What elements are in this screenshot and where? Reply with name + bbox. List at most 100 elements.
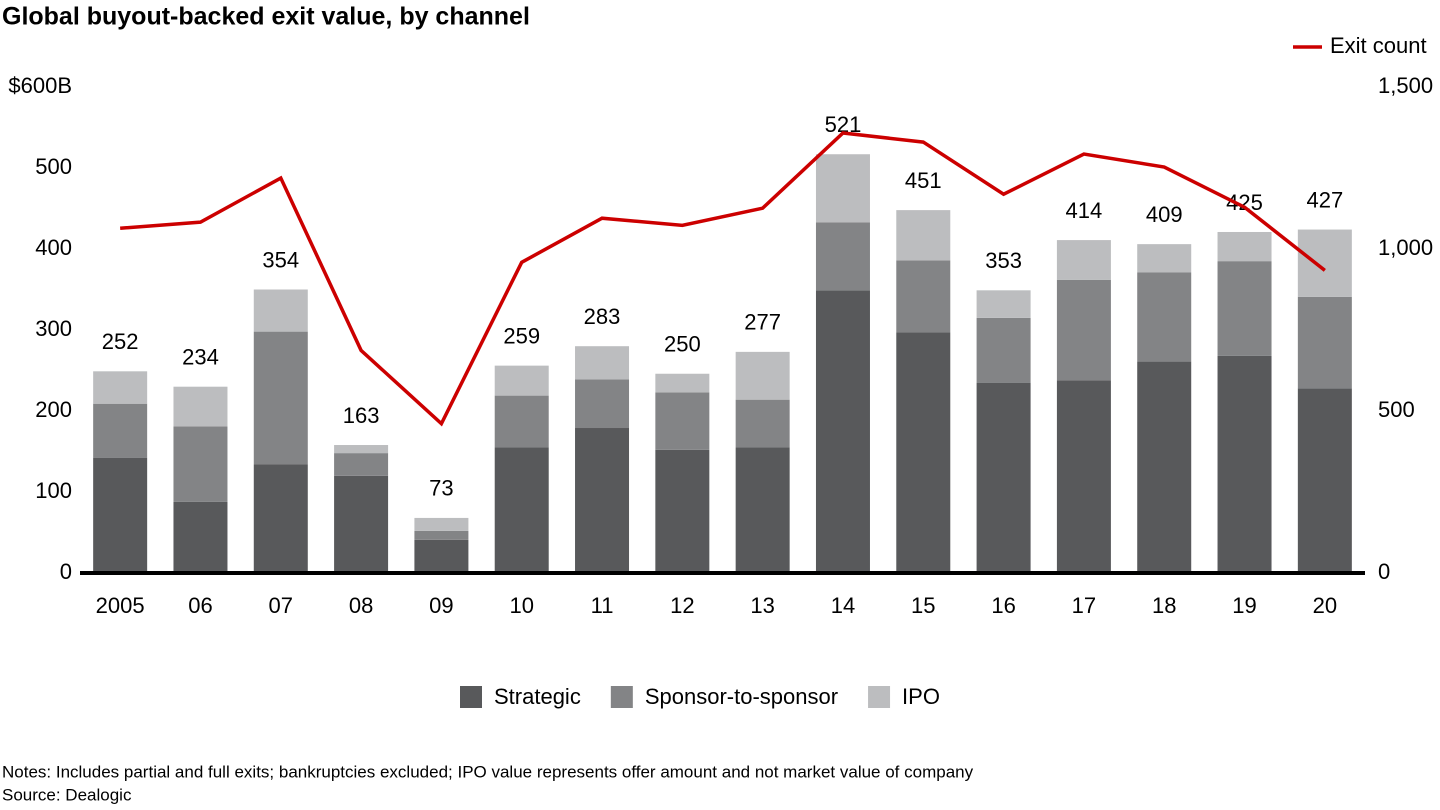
bar-segment xyxy=(1297,388,1352,573)
bar-segment xyxy=(253,331,308,465)
notes: Notes: Includes partial and full exits; … xyxy=(2,762,974,781)
total-label: 409 xyxy=(1146,202,1183,227)
x-tick-label: 08 xyxy=(349,593,373,618)
bar-segment xyxy=(253,464,308,573)
bar-segment xyxy=(896,260,951,333)
bar-segment xyxy=(1137,361,1192,573)
bar-segment xyxy=(815,154,870,223)
y-tick-label: 0 xyxy=(60,559,72,584)
total-label: 252 xyxy=(102,329,139,354)
bar-segment xyxy=(414,517,469,531)
bar-segment xyxy=(655,449,710,573)
bar-segment xyxy=(173,386,228,427)
bar-segment xyxy=(896,210,951,261)
bar-segment xyxy=(334,445,389,454)
x-tick-label: 11 xyxy=(591,593,614,618)
bar-segment xyxy=(735,399,790,448)
bar-segment xyxy=(976,290,1031,318)
bar-segment xyxy=(976,317,1031,383)
bar-segment xyxy=(976,382,1031,573)
y-tick-label: 300 xyxy=(35,316,72,341)
x-tick-label: 07 xyxy=(269,593,293,618)
total-label: 283 xyxy=(584,304,621,329)
bar-segment xyxy=(173,426,228,502)
bar-segment xyxy=(173,501,228,573)
bar-segment xyxy=(93,403,148,458)
bar-segment xyxy=(1056,380,1111,573)
bar-segment xyxy=(414,530,469,540)
bar-segment xyxy=(334,475,389,573)
bar-segment xyxy=(1297,296,1352,389)
bar-segment xyxy=(93,457,148,573)
bar-segment xyxy=(1056,279,1111,381)
source: Source: Dealogic xyxy=(2,785,132,804)
y2-tick-label: 1,500 xyxy=(1378,73,1433,98)
x-tick-label: 16 xyxy=(991,593,1015,618)
bar-segment xyxy=(1217,355,1272,573)
chart-title: Global buyout-backed exit value, by chan… xyxy=(2,3,530,31)
total-label: 234 xyxy=(182,345,219,370)
bar-segment xyxy=(494,447,549,573)
legend-swatch xyxy=(610,686,633,708)
total-label: 353 xyxy=(985,248,1022,273)
y-tick-label: 100 xyxy=(35,478,72,503)
y-tick-label: 500 xyxy=(35,154,72,179)
bar-segment xyxy=(655,373,710,393)
bar-segment xyxy=(655,392,710,450)
x-tick-label: 2005 xyxy=(96,593,145,618)
bar-segment xyxy=(896,332,951,573)
bar-segment xyxy=(414,539,469,573)
y2-tick-label: 500 xyxy=(1378,397,1415,422)
total-label: 451 xyxy=(905,168,942,193)
total-label: 414 xyxy=(1066,198,1103,223)
y-tick-label: $600B xyxy=(8,73,72,98)
bar-segment xyxy=(815,222,870,291)
y-tick-label: 200 xyxy=(35,397,72,422)
x-tick-label: 14 xyxy=(831,593,855,618)
bar-segment xyxy=(575,428,630,573)
bar-segment xyxy=(494,395,549,448)
bar-segment xyxy=(1217,261,1272,356)
x-tick-label: 06 xyxy=(188,593,212,618)
bar-segment xyxy=(735,447,790,573)
total-label: 277 xyxy=(744,310,781,335)
legend-swatch xyxy=(460,686,482,708)
total-label: 427 xyxy=(1306,187,1343,212)
x-tick-label: 20 xyxy=(1313,593,1337,618)
total-label: 163 xyxy=(343,403,380,428)
bar-segment xyxy=(253,289,308,332)
x-tick-label: 19 xyxy=(1232,593,1256,618)
bar-segment xyxy=(575,379,630,429)
bar-segment xyxy=(575,346,630,380)
bar-segment xyxy=(815,290,870,573)
x-tick-label: 17 xyxy=(1072,593,1096,618)
exit-count-line xyxy=(120,131,1326,427)
bar-segment xyxy=(93,371,148,404)
legend-swatch xyxy=(868,686,891,708)
legend-label: Exit count xyxy=(1330,33,1427,58)
bar-segment xyxy=(494,365,549,396)
y2-tick-label: 1,000 xyxy=(1378,235,1433,260)
y-tick-label: 400 xyxy=(35,235,72,260)
total-label: 259 xyxy=(503,323,540,348)
legend-label: IPO xyxy=(902,684,940,709)
y2-tick-label: 0 xyxy=(1378,559,1390,584)
bar-segment xyxy=(735,351,790,400)
total-label: 73 xyxy=(429,476,453,501)
bar-segment xyxy=(1217,231,1272,262)
bar-segment xyxy=(334,453,389,476)
bar-segment xyxy=(1137,272,1192,362)
total-label: 354 xyxy=(262,247,299,272)
legend-label: Strategic xyxy=(494,684,581,709)
x-tick-label: 15 xyxy=(911,593,935,618)
x-tick-label: 09 xyxy=(429,593,453,618)
x-tick-label: 10 xyxy=(509,593,533,618)
bar-segment xyxy=(1297,229,1352,297)
bar-segment xyxy=(1137,244,1192,273)
x-tick-label: 12 xyxy=(670,593,694,618)
total-label: 250 xyxy=(664,332,701,357)
legend-label: Sponsor-to-sponsor xyxy=(645,684,838,709)
x-tick-label: 13 xyxy=(750,593,774,618)
bar-segment xyxy=(1056,240,1111,280)
